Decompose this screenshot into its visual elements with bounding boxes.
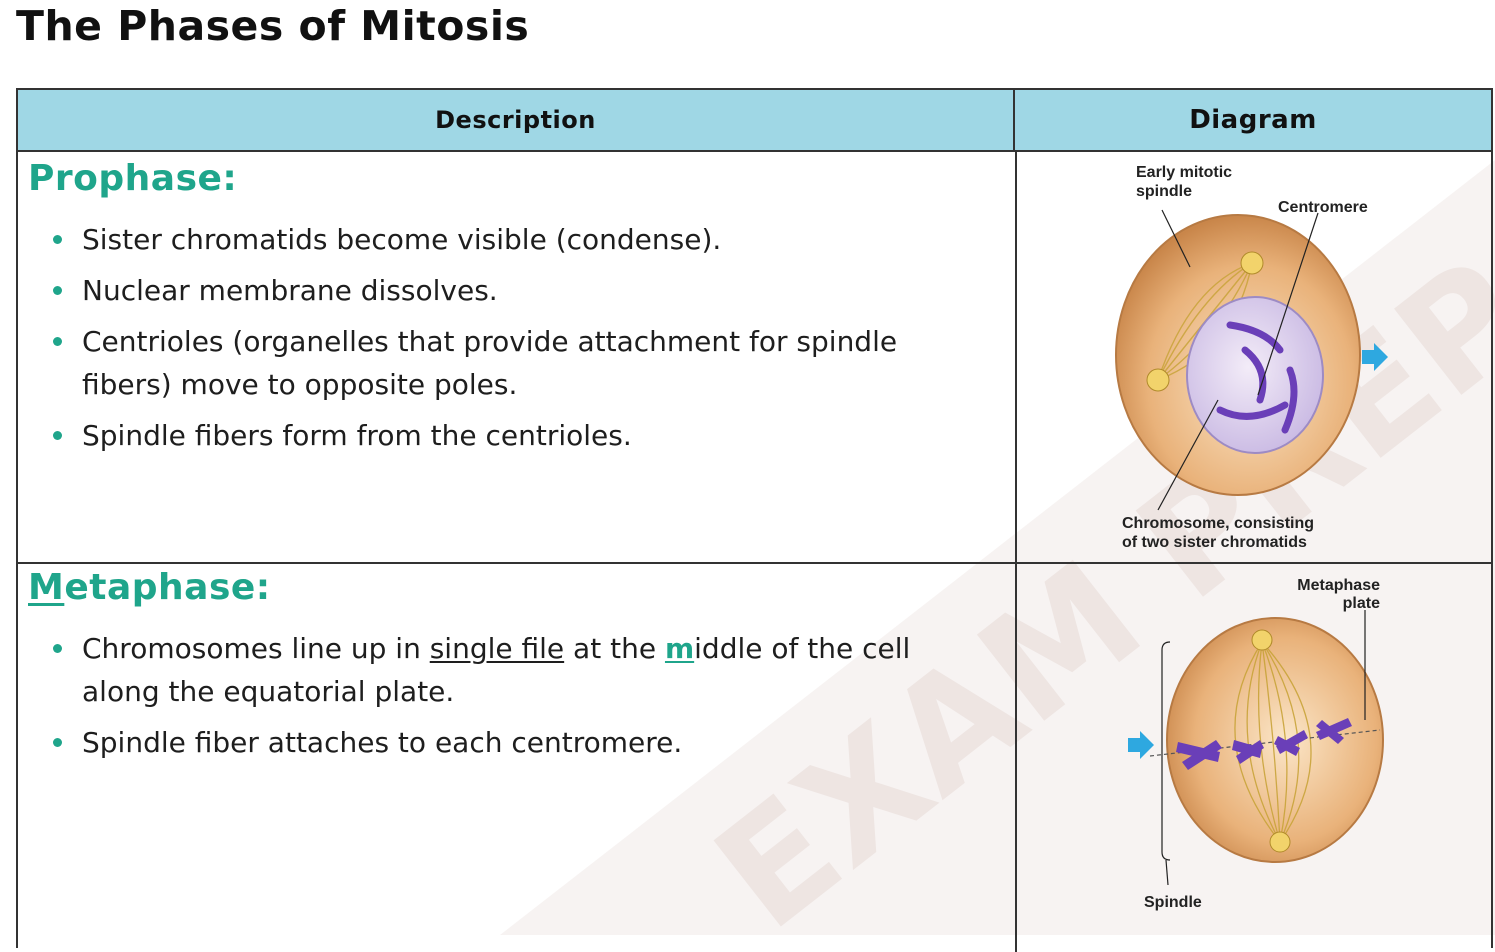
- header-diagram: Diagram: [1015, 90, 1491, 152]
- centriole-icon: [1269, 831, 1291, 853]
- metaphase-title: Metaphase:: [28, 567, 271, 608]
- single-file-term: single file: [429, 632, 565, 665]
- centriole-icon: [1251, 629, 1273, 651]
- prophase-bullets: Sister chromatids become visible (conden…: [48, 218, 998, 465]
- header-description: Description: [18, 90, 1015, 152]
- list-item: Spindle fiber attaches to each centromer…: [48, 721, 998, 764]
- chromosomes: [1176, 718, 1352, 770]
- metaphase-diagram: Metaphase plate Spindle: [1128, 577, 1384, 911]
- label-metaphase-plate-2: plate: [1343, 595, 1380, 612]
- centriole-icon: [1240, 251, 1264, 275]
- metaphase-bullets: Chromosomes line up in single file at th…: [48, 627, 998, 772]
- arrow-icon: [1362, 343, 1388, 371]
- centriole-icon: [1146, 368, 1170, 392]
- middle-mnemonic-letter: m: [664, 632, 695, 665]
- bullet-text: iddle of the cell along the equatorial p…: [82, 632, 911, 708]
- metaphase-title-initial: M: [28, 567, 65, 608]
- label-early-mitotic-spindle-2: spindle: [1136, 183, 1192, 200]
- metaphase-title-rest: etaphase:: [64, 567, 271, 608]
- label-spindle: Spindle: [1144, 894, 1202, 911]
- nucleus: [1186, 296, 1324, 454]
- bullet-text: at the: [564, 632, 665, 665]
- label-metaphase-plate: Metaphase: [1297, 577, 1380, 594]
- list-item: Chromosomes line up in single file at th…: [48, 627, 942, 713]
- label-chromosome: Chromosome, consisting: [1122, 515, 1314, 532]
- cell-body: [1166, 617, 1384, 863]
- list-item: Sister chromatids become visible (conden…: [48, 218, 998, 261]
- spindle-fibers: [1234, 641, 1312, 843]
- arrow-icon: [1128, 731, 1154, 759]
- label-early-mitotic-spindle: Early mitotic: [1136, 164, 1232, 181]
- prophase-title: Prophase:: [28, 158, 238, 199]
- row-divider: [18, 562, 1491, 564]
- list-item: Nuclear membrane dissolves.: [48, 269, 998, 312]
- page-title: The Phases of Mitosis: [16, 2, 530, 50]
- column-divider: [1015, 152, 1017, 952]
- label-centromere: Centromere: [1278, 199, 1368, 216]
- phases-table: Description Diagram Prophase: Sister chr…: [16, 88, 1493, 952]
- list-item: Spindle fibers form from the centrioles.: [48, 414, 998, 457]
- chromosomes: [1216, 321, 1298, 434]
- prophase-diagram: Early mitotic spindle Centromere Chromos…: [1115, 164, 1388, 551]
- label-chromosome-2: of two sister chromatids: [1122, 534, 1307, 551]
- bullet-text: Chromosomes line up in: [82, 632, 430, 665]
- list-item: Centrioles (organelles that provide atta…: [48, 320, 982, 406]
